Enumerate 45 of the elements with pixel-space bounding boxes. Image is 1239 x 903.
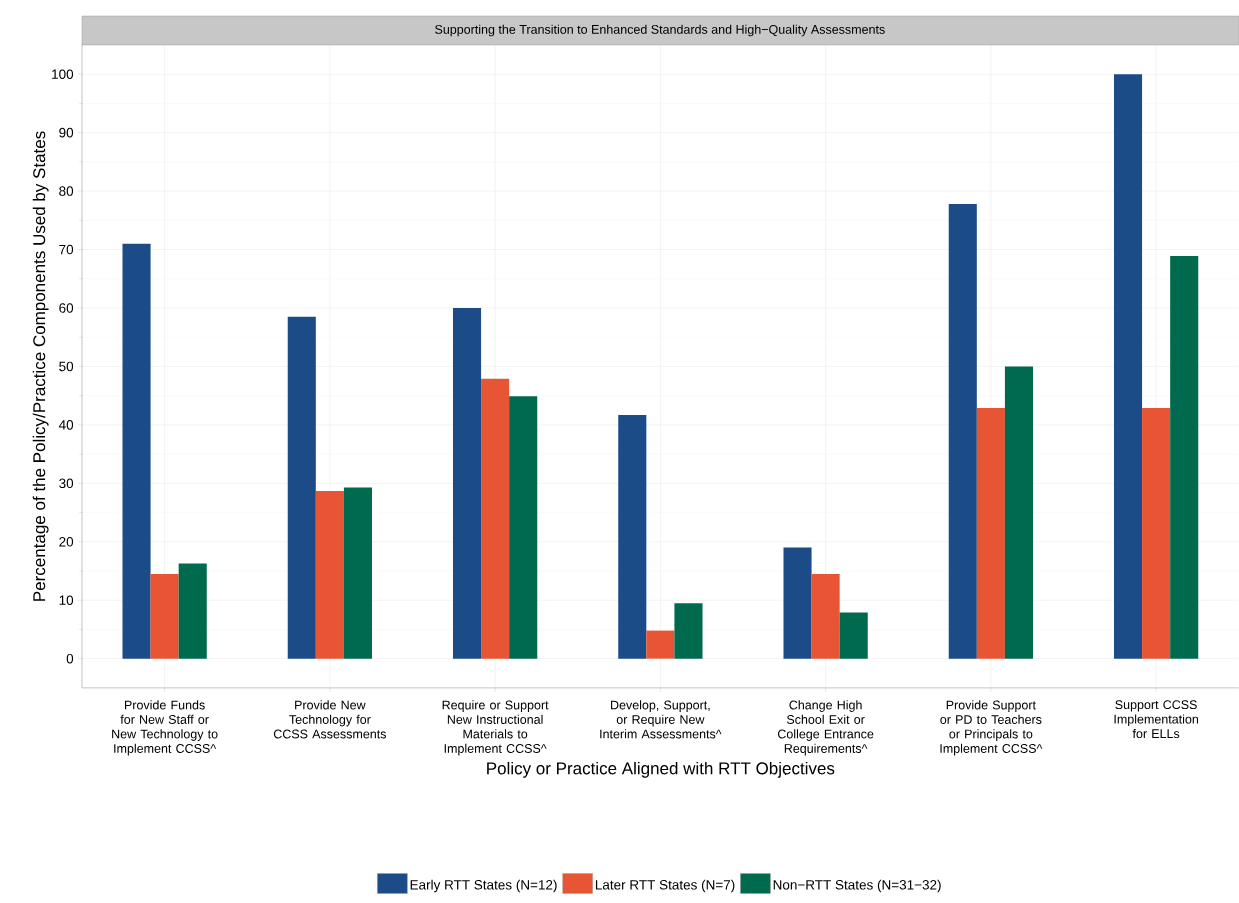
x-tick-label: Provide Support or PD to Teachers or Principals to Implement CCSS^	[940, 700, 1043, 756]
x-tick-label: Support CCSS Implementation for ELLs	[1114, 700, 1199, 739]
bar	[1142, 408, 1171, 659]
bar	[839, 612, 868, 659]
y-axis-title: Percentage of the Policy/Practice Components Used by States	[32, 131, 49, 601]
bar	[1170, 256, 1199, 659]
y-tick-label: 10	[59, 595, 74, 606]
legend-label: Early RTT States (N=12)	[410, 879, 557, 893]
bar	[481, 378, 510, 659]
y-tick-label: 30	[59, 478, 74, 489]
y-tick-label: 20	[59, 537, 74, 547]
y-tick-label: 90	[59, 127, 74, 138]
bar	[287, 316, 316, 659]
y-tick-label: 40	[58, 420, 74, 430]
bar	[509, 396, 538, 659]
y-tick-label: 0	[66, 653, 74, 664]
bar	[452, 308, 482, 659]
legend-label: Non−RTT States (N=31−32)	[773, 879, 941, 893]
bar	[1004, 366, 1034, 659]
chart-title: Supporting the Transition to Enhanced Standards and High−Quality Assessments	[435, 24, 885, 37]
y-tick-label: 70	[59, 244, 74, 255]
bar	[646, 630, 675, 659]
bar	[948, 204, 977, 659]
x-axis-title: Policy or Practice Aligned with RTT Objectives	[487, 762, 835, 778]
x-tick-label: Change High School Exit or College Entrance Requirements^	[777, 700, 874, 756]
bar	[674, 603, 703, 659]
bar	[343, 487, 373, 659]
x-tick-label: Provide New Technology for CCSS Assessments	[273, 700, 387, 739]
y-tick-label: 100	[52, 69, 74, 80]
legend-label: Later RTT States (N=7)	[595, 879, 735, 893]
bar	[178, 563, 207, 659]
bar	[122, 243, 151, 659]
bar	[1113, 74, 1143, 659]
y-tick-label: 80	[59, 186, 74, 196]
bar	[150, 573, 179, 659]
bar	[811, 573, 840, 659]
y-tick-label: 50	[59, 361, 74, 372]
bar	[618, 415, 647, 659]
bar	[976, 408, 1005, 659]
bar	[783, 547, 812, 659]
bar	[315, 490, 344, 659]
y-tick-label: 60	[59, 303, 74, 313]
x-tick-label: Provide Funds for New Staff or New Technology to Implement CCSS^	[112, 700, 218, 756]
x-tick-label: Require or Support New Instructional Materials to Implement CCSS^	[442, 700, 549, 756]
x-tick-label: Develop, Support, or Require New Interim Assessments^	[600, 700, 722, 739]
